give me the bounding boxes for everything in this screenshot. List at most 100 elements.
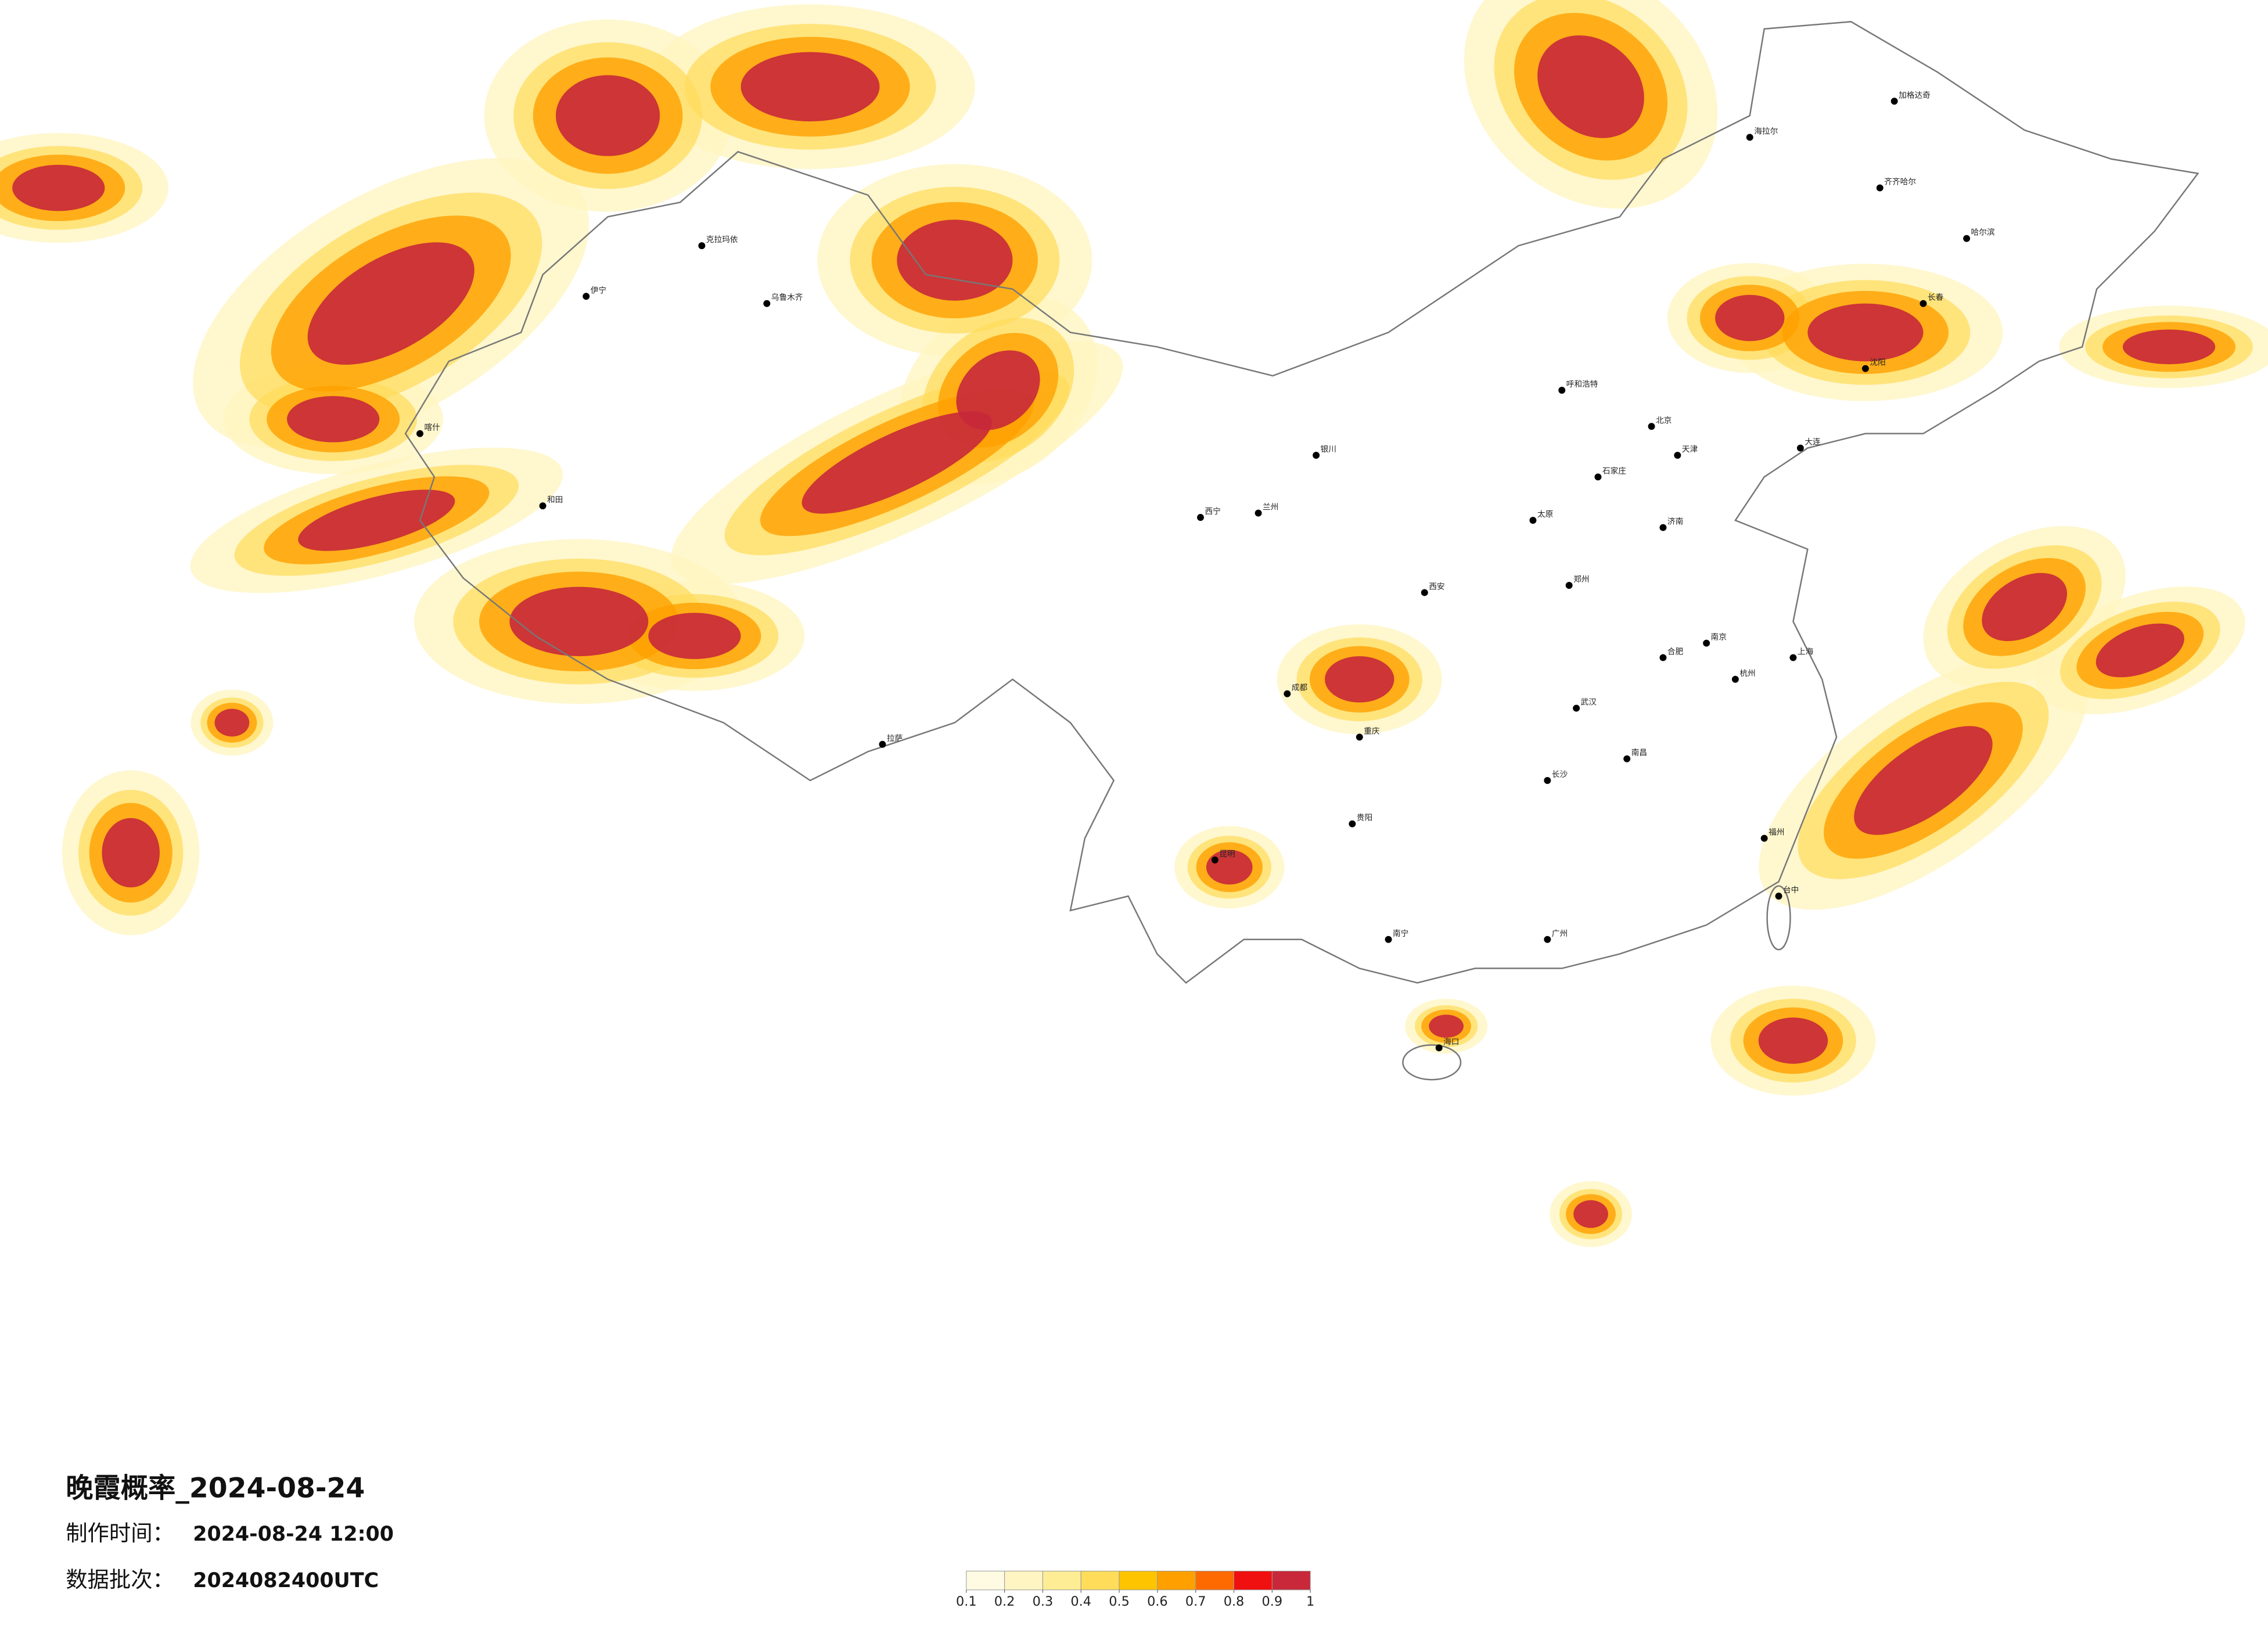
city-dot	[1211, 856, 1219, 864]
city-dot	[1789, 654, 1797, 661]
probability-patch	[1537, 35, 1644, 138]
legend-swatch	[1042, 1570, 1081, 1591]
probability-patch	[555, 75, 660, 156]
probability-patch	[12, 164, 105, 211]
probability-patch	[741, 52, 880, 122]
city-label: 大连	[1805, 438, 1821, 447]
city-dot	[1703, 639, 1710, 647]
city-label: 昆明	[1219, 850, 1235, 859]
city-label: 银川	[1321, 445, 1336, 454]
legend-tick-label: 0.8	[1224, 1594, 1245, 1609]
city-dot	[1284, 690, 1291, 697]
city-label: 南京	[1711, 633, 1727, 642]
city-dot	[1659, 524, 1667, 531]
info-label: 数据批次：	[66, 1567, 174, 1592]
probability-patch	[648, 613, 741, 659]
city-label: 海口	[1443, 1037, 1459, 1046]
city-label: 广州	[1552, 929, 1568, 938]
probability-patch	[1982, 573, 2067, 642]
city-dot	[1529, 517, 1537, 524]
probability-patch	[307, 242, 475, 365]
city-label: 杭州	[1739, 669, 1755, 678]
city-dot	[1775, 893, 1782, 900]
city-dot	[1349, 820, 1356, 828]
legend-swatch	[1157, 1570, 1196, 1591]
city-dot	[1623, 755, 1631, 762]
city-label: 天津	[1682, 445, 1698, 454]
probability-patch	[801, 411, 993, 514]
city-label: 上海	[1798, 647, 1814, 656]
city-label: 兰州	[1263, 503, 1278, 512]
city-dot	[1594, 473, 1602, 481]
city-label: 福州	[1769, 828, 1784, 837]
city-label: 克拉玛依	[706, 235, 738, 244]
city-dot	[1313, 452, 1320, 459]
city-label: 台中	[1783, 886, 1799, 895]
info-value: 2024-08-24 12:00	[193, 1523, 394, 1546]
legend-tick-label: 0.4	[1070, 1594, 1091, 1609]
city-dot	[1573, 704, 1580, 712]
city-dot	[539, 502, 547, 510]
legend-tick-label: 0.5	[1109, 1594, 1130, 1609]
probability-patch	[1715, 294, 1785, 341]
city-label: 西宁	[1205, 506, 1220, 516]
city-dot	[1876, 184, 1884, 192]
city-label: 伊宁	[591, 285, 606, 295]
info-label: 制作时间：	[66, 1520, 174, 1546]
legend-tick-label: 0.6	[1147, 1594, 1168, 1609]
city-dot	[1421, 589, 1428, 596]
city-dot	[1796, 444, 1804, 452]
city-label: 贵阳	[1357, 814, 1372, 823]
city-label: 哈尔滨	[1971, 228, 1995, 238]
probability-patch	[2096, 623, 2184, 678]
legend-swatch	[1119, 1570, 1158, 1591]
city-label: 北京	[1656, 416, 1672, 425]
city-label: 长沙	[1552, 770, 1568, 779]
probability-patch	[956, 350, 1040, 430]
legend-swatch	[1195, 1570, 1235, 1591]
city-label: 合肥	[1667, 647, 1684, 656]
city-label: 郑州	[1573, 575, 1589, 584]
city-dot	[1197, 514, 1204, 521]
probability-patch	[2122, 329, 2216, 365]
city-label: 齐齐哈尔	[1884, 178, 1916, 187]
taiwan-border	[1766, 885, 1791, 951]
city-label: 太原	[1537, 510, 1553, 519]
probability-patch	[298, 490, 455, 551]
probability-patch	[897, 220, 1013, 301]
city-layer: 北京天津石家庄太原济南郑州西安兰州西宁银川呼和浩特乌鲁木齐拉萨成都重庆贵阳昆明南…	[416, 90, 1995, 1052]
city-dot	[1920, 300, 1927, 307]
city-dot	[698, 242, 706, 250]
probability-field	[0, 0, 2268, 1247]
city-dot	[1558, 387, 1566, 394]
city-dot	[879, 740, 886, 748]
city-dot	[1435, 1044, 1443, 1052]
city-dot	[1648, 423, 1655, 430]
city-label: 成都	[1292, 684, 1308, 693]
city-dot	[1255, 509, 1262, 517]
probability-patch	[1573, 1200, 1608, 1228]
probability-patch	[102, 818, 160, 888]
city-dot	[1544, 936, 1551, 943]
city-dot	[763, 300, 771, 307]
city-label: 西安	[1429, 582, 1444, 591]
city-label: 呼和浩特	[1566, 380, 1598, 389]
city-dot	[1356, 733, 1363, 741]
probability-patch	[1758, 1017, 1828, 1064]
color-legend: 0.1 0.2 0.3 0.4 0.5 0.6 0.7 0.8 0.9 1	[956, 1570, 1314, 1609]
city-label: 济南	[1667, 517, 1683, 526]
probability-patch	[287, 395, 380, 443]
china-border	[404, 21, 2199, 984]
city-dot	[1674, 452, 1681, 459]
legend-swatch	[1234, 1570, 1273, 1591]
legend-swatch	[1080, 1570, 1120, 1591]
city-dot	[1746, 134, 1753, 141]
city-dot	[1385, 936, 1392, 943]
city-dot	[1731, 675, 1739, 683]
city-dot	[1659, 654, 1667, 661]
city-dot	[1760, 834, 1768, 842]
city-label: 海拉尔	[1754, 127, 1778, 136]
city-label: 重庆	[1364, 726, 1380, 736]
city-label: 加格达奇	[1899, 90, 1931, 100]
legend-tick-label: 0.1	[956, 1594, 977, 1609]
